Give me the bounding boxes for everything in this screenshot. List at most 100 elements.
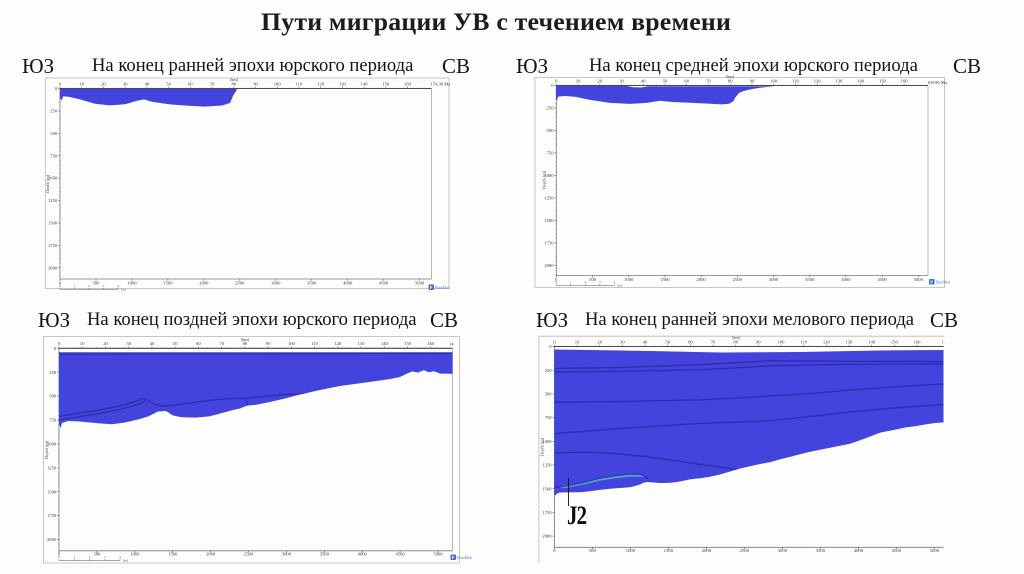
svg-text:100: 100: [770, 78, 778, 83]
svg-text:174.39 Ma: 174.39 Ma: [431, 82, 451, 87]
svg-text:1750: 1750: [47, 513, 57, 518]
svg-text:30: 30: [126, 341, 131, 346]
svg-text:5000: 5000: [415, 281, 425, 286]
svg-text:2000: 2000: [542, 534, 552, 539]
svg-text:60: 60: [196, 341, 201, 346]
svg-text:1750: 1750: [48, 243, 58, 248]
svg-text:Depth [m]: Depth [m]: [541, 170, 546, 189]
svg-text:P: P: [452, 555, 455, 560]
svg-text:20: 20: [101, 81, 106, 86]
svg-text:PetroMod: PetroMod: [936, 280, 951, 284]
svg-text:750: 750: [545, 415, 553, 420]
svg-text:1500: 1500: [163, 281, 173, 286]
svg-text:1500: 1500: [48, 221, 58, 226]
svg-text:3000: 3000: [769, 277, 779, 282]
svg-text:0: 0: [555, 277, 558, 282]
svg-text:30: 30: [123, 81, 128, 86]
svg-text:[m]: [m]: [121, 287, 126, 291]
svg-text:4: 4: [117, 284, 119, 288]
svg-text:500: 500: [545, 392, 553, 397]
svg-text:80: 80: [243, 341, 248, 346]
svg-text:250: 250: [49, 370, 57, 375]
svg-text:0: 0: [549, 344, 552, 349]
svg-text:500: 500: [589, 277, 597, 282]
svg-text:500: 500: [93, 552, 101, 557]
svg-text:0: 0: [556, 280, 558, 284]
svg-text:110: 110: [792, 78, 799, 83]
svg-text:160: 160: [427, 341, 435, 346]
svg-text:2: 2: [89, 555, 91, 559]
svg-text:60: 60: [188, 81, 193, 86]
svg-text:4500: 4500: [396, 552, 406, 557]
svg-text:2000: 2000: [702, 548, 712, 553]
svg-text:4000: 4000: [854, 548, 864, 553]
svg-text:PetroMod: PetroMod: [457, 556, 472, 560]
svg-text:3: 3: [599, 280, 601, 284]
svg-text:160: 160: [901, 78, 909, 83]
svg-text:4000: 4000: [358, 552, 368, 557]
svg-text:250: 250: [547, 106, 555, 111]
svg-text:Depth [m]: Depth [m]: [539, 437, 544, 456]
svg-text:10: 10: [576, 78, 581, 83]
svg-text:1500: 1500: [660, 277, 670, 282]
svg-text:Depth [m]: Depth [m]: [45, 174, 50, 193]
svg-text:0: 0: [58, 555, 60, 559]
svg-text:160: 160: [914, 339, 922, 344]
svg-text:1500: 1500: [544, 218, 554, 223]
svg-text:130: 130: [835, 78, 843, 83]
svg-text:[m]: [m]: [617, 283, 622, 287]
svg-text:110: 110: [800, 339, 807, 344]
svg-text:30: 30: [619, 78, 624, 83]
svg-text:130: 130: [339, 81, 347, 86]
svg-text:50: 50: [663, 78, 668, 83]
svg-text:1000: 1000: [47, 442, 57, 447]
svg-text:70: 70: [711, 339, 716, 344]
svg-text:2500: 2500: [235, 281, 245, 286]
svg-text:120: 120: [317, 81, 325, 86]
svg-text:110: 110: [311, 341, 318, 346]
svg-text:80: 80: [728, 78, 733, 83]
svg-text:0: 0: [551, 83, 554, 88]
svg-text:60: 60: [684, 78, 689, 83]
svg-text:20: 20: [597, 339, 602, 344]
svg-text:P: P: [430, 285, 433, 290]
svg-text:1000: 1000: [542, 439, 552, 444]
svg-text:P: P: [930, 279, 933, 284]
svg-text:5000: 5000: [914, 277, 924, 282]
svg-text:0: 0: [55, 86, 58, 91]
svg-text:2000: 2000: [48, 265, 58, 270]
svg-text:1: 1: [570, 280, 572, 284]
svg-text:500: 500: [93, 281, 101, 286]
svg-text:2500: 2500: [740, 548, 750, 553]
svg-text:2000: 2000: [206, 552, 216, 557]
svg-text:140: 140: [868, 339, 876, 344]
svg-text:5000: 5000: [930, 548, 940, 553]
svg-text:4500: 4500: [379, 281, 389, 286]
svg-text:Depth [m]: Depth [m]: [44, 440, 49, 459]
svg-text:10: 10: [79, 81, 84, 86]
svg-text:90: 90: [750, 78, 755, 83]
svg-text:80: 80: [733, 339, 738, 344]
svg-text:120: 120: [814, 78, 822, 83]
svg-text:750: 750: [547, 151, 555, 156]
svg-text:150: 150: [891, 339, 899, 344]
svg-text:1500: 1500: [664, 548, 674, 553]
svg-text:130: 130: [846, 339, 854, 344]
svg-text:1750: 1750: [544, 241, 554, 246]
svg-text:150: 150: [404, 341, 412, 346]
svg-text:3500: 3500: [816, 548, 826, 553]
svg-text:0: 0: [553, 339, 556, 344]
svg-text:4000: 4000: [841, 277, 851, 282]
svg-text:1000: 1000: [48, 176, 58, 181]
svg-text:0: 0: [54, 346, 57, 351]
svg-text:3: 3: [103, 284, 105, 288]
svg-text:0: 0: [58, 552, 61, 557]
svg-text:70: 70: [210, 81, 215, 86]
svg-text:90: 90: [253, 81, 258, 86]
svg-text:4: 4: [614, 280, 616, 284]
svg-text:[km]: [km]: [230, 77, 239, 82]
svg-text:1250: 1250: [542, 463, 552, 468]
svg-text:10: 10: [575, 339, 580, 344]
svg-text:0: 0: [59, 81, 62, 86]
svg-text:40: 40: [643, 339, 648, 344]
